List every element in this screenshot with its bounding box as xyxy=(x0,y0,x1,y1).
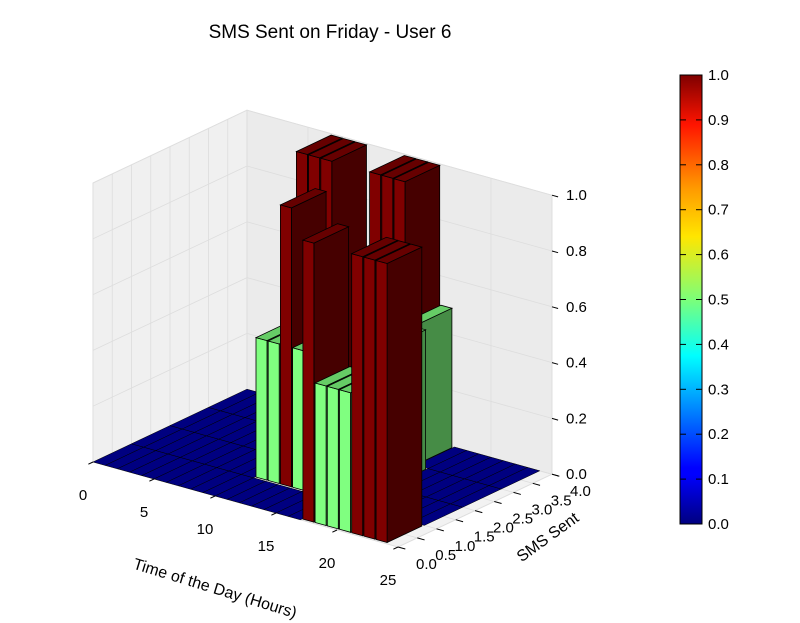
bar-top xyxy=(380,158,429,179)
y-tick-label: 1.0 xyxy=(455,538,476,555)
y-tick-mark xyxy=(397,546,406,550)
bar-top xyxy=(368,155,417,176)
colorbar-tick-label: 0.4 xyxy=(708,336,729,353)
x-tick-mark xyxy=(393,546,399,550)
z-tick-label: 0.6 xyxy=(566,299,587,316)
y-tick-label: 4.0 xyxy=(570,483,591,500)
bar-23-0 xyxy=(374,243,423,544)
y-tick-mark xyxy=(513,491,521,495)
colorbar-tick-label: 0.6 xyxy=(708,247,729,264)
z-tick-mark xyxy=(551,194,559,198)
bar-front xyxy=(363,256,376,540)
z-tick-label: 0.4 xyxy=(566,355,587,372)
bar-top xyxy=(319,141,368,162)
y-tick-mark xyxy=(436,528,444,532)
z-tick-mark xyxy=(551,250,559,254)
bar-top xyxy=(279,188,328,209)
grid-line xyxy=(92,221,248,295)
colorbar-ticks: 0.0 0.1 0.2 0.3 0.4 0.5 0.6 0.7 0.8 0.9 1.0 xyxy=(680,67,729,533)
y-tick-label: 2.0 xyxy=(493,520,514,537)
bar-top xyxy=(392,161,441,183)
z-tick-mark xyxy=(551,473,559,477)
z-tick-label: 0.8 xyxy=(566,243,587,260)
colorbar-tick-label: 0.7 xyxy=(708,202,729,219)
y-tick-label: 3.5 xyxy=(551,492,572,509)
bar-front xyxy=(314,382,327,527)
bar-front xyxy=(255,337,268,481)
chart-3d-bar: 05101520250.00.51.01.52.02.53.03.54.00.0… xyxy=(79,67,729,589)
y-tick-mark xyxy=(532,482,541,486)
z-tick-mark xyxy=(551,417,559,421)
y-tick-mark xyxy=(417,537,425,541)
z-tick-label: 0.2 xyxy=(566,410,587,427)
x-tick-mark xyxy=(271,512,277,516)
bar-front xyxy=(375,259,388,544)
x-tick-label: 20 xyxy=(319,555,336,572)
colorbar-tick-label: 0.8 xyxy=(708,157,729,174)
y-tick-label: 1.5 xyxy=(474,529,495,546)
grid-line xyxy=(92,277,248,351)
colorbar-tick-label: 0.5 xyxy=(708,292,729,309)
bar-top xyxy=(350,236,399,258)
x-tick-mark xyxy=(88,461,94,465)
bar-top xyxy=(295,134,344,155)
grid-line xyxy=(92,165,248,240)
colorbar-tick-label: 1.0 xyxy=(708,67,729,84)
x-tick-mark xyxy=(210,495,216,499)
x-tick-mark xyxy=(149,478,155,482)
grid-line xyxy=(92,333,248,407)
chart-title: SMS Sent on Friday - User 6 xyxy=(208,22,452,43)
x-tick-label: 10 xyxy=(197,521,214,538)
y-tick-mark xyxy=(474,510,483,514)
colorbar-tick-label: 0.1 xyxy=(708,471,729,488)
z-tick-mark xyxy=(551,306,559,309)
bar-front xyxy=(351,253,364,537)
y-tick-mark xyxy=(455,519,464,523)
x-tick-label: 5 xyxy=(140,504,148,521)
grid-line xyxy=(246,109,553,196)
bar-top xyxy=(374,243,423,264)
z-tick-label: 1.0 xyxy=(566,187,587,204)
z-tick-mark xyxy=(551,362,559,365)
bar-side xyxy=(386,246,423,544)
y-tick-label: 2.5 xyxy=(512,511,533,528)
bar-top xyxy=(362,240,411,261)
bar-front xyxy=(267,340,280,485)
y-tick-mark xyxy=(494,501,502,505)
axis-ticks: 05101520250.00.51.01.52.02.53.03.54.00.0… xyxy=(79,187,591,589)
y-tick-label: 0.5 xyxy=(435,547,456,564)
floor-tile xyxy=(488,467,541,490)
colorbar-tick-label: 0.0 xyxy=(708,516,729,533)
z-tick-label: 0.0 xyxy=(566,466,587,483)
bars-3d xyxy=(254,134,454,544)
x-tick-label: 0 xyxy=(79,487,87,504)
colorbar-tick-label: 0.2 xyxy=(708,426,729,443)
bar-front xyxy=(339,389,351,533)
bar-top xyxy=(307,138,356,159)
bar-front xyxy=(292,347,305,491)
bar-front xyxy=(279,204,292,488)
bar-top xyxy=(301,223,350,244)
x-tick-label: 25 xyxy=(380,572,397,589)
y-tick-label: 0.0 xyxy=(416,556,437,573)
colorbar-tick-label: 0.3 xyxy=(708,381,729,398)
grid-line xyxy=(92,109,248,184)
x-tick-mark xyxy=(332,529,338,533)
bar-front xyxy=(326,385,339,530)
x-tick-label: 15 xyxy=(258,538,275,555)
bar-front xyxy=(302,239,315,523)
colorbar-tick-label: 0.9 xyxy=(708,112,729,129)
y-tick-label: 3.0 xyxy=(532,501,553,518)
